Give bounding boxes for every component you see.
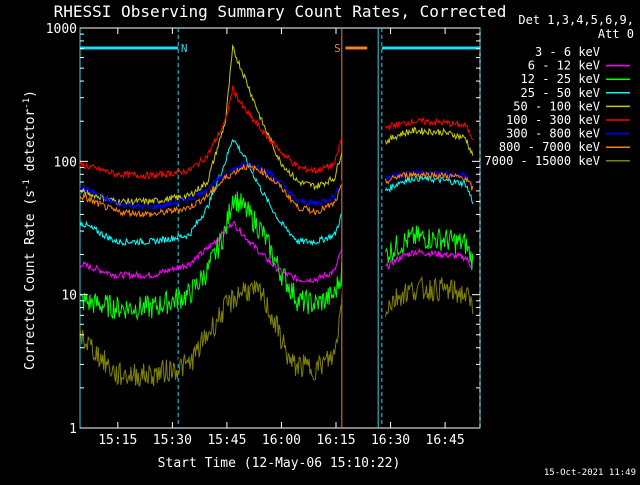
legend-header-line2: Att 0 bbox=[598, 27, 634, 41]
series-50-100-kev-line-2 bbox=[385, 126, 474, 156]
y-axis-label-exp2: -1 bbox=[22, 98, 32, 109]
series-lines bbox=[79, 43, 474, 388]
legend-label-6-12-kev: 6 - 12 keV bbox=[528, 59, 600, 73]
y-tick-label-2: 100 bbox=[54, 155, 77, 170]
time-markers bbox=[79, 28, 481, 428]
series-7000-15000-kev-line bbox=[79, 280, 343, 388]
y-axis-ticks: 1 10 100 1000 bbox=[46, 22, 480, 437]
series-6-12-kev-line bbox=[79, 221, 343, 284]
y-axis-label-main: Corrected Count Rate (s bbox=[23, 190, 38, 370]
legend-label-300-800-kev: 300 - 800 keV bbox=[506, 127, 600, 141]
legend-label-100-300-kev: 100 - 300 keV bbox=[506, 113, 600, 127]
series-12-25-kev-line bbox=[79, 191, 343, 321]
x-tick-label-3: 16:00 bbox=[262, 433, 301, 448]
x-tick-label-4: 16:15 bbox=[316, 433, 355, 448]
x-axis-ticks: 15:15 15:30 15:45 16:00 16:15 16:30 16:45 bbox=[98, 28, 465, 448]
x-tick-label-6: 16:45 bbox=[426, 433, 465, 448]
series-50-100-kev-line bbox=[79, 43, 343, 207]
legend-label-3-6-kev: 3 - 6 keV bbox=[535, 45, 600, 59]
chart-title: RHESSI Observing Summary Count Rates, Co… bbox=[54, 2, 507, 21]
y-tick-label-0: 1 bbox=[69, 422, 77, 437]
legend-label-800-7000-kev: 800 - 7000 keV bbox=[499, 140, 600, 154]
series-25-50-kev-line-2 bbox=[385, 173, 474, 205]
series-25-50-kev-line bbox=[79, 138, 343, 247]
y-tick-label-1: 10 bbox=[61, 289, 77, 304]
timestamp: 15-Oct-2021 11:49 bbox=[544, 468, 636, 478]
x-tick-label-1: 15:30 bbox=[153, 433, 192, 448]
series-800-7000-kev-line-2 bbox=[385, 170, 474, 191]
y-axis-label: Corrected Count Rate (s-1 detector-1) bbox=[22, 90, 38, 370]
y-axis-label-mid: detector bbox=[23, 109, 38, 180]
flag-label-1: S bbox=[334, 42, 341, 55]
y-tick-label-3: 1000 bbox=[46, 22, 77, 37]
series-12-25-kev-line-2 bbox=[385, 225, 474, 271]
legend-label-12-25-kev: 12 - 25 keV bbox=[521, 72, 600, 86]
series-6-12-kev-line-2 bbox=[385, 247, 474, 271]
series-800-7000-kev-line bbox=[79, 163, 343, 218]
x-tick-label-0: 15:15 bbox=[98, 433, 137, 448]
flag-label-0: N bbox=[181, 42, 188, 55]
series-100-300-kev-line-2 bbox=[385, 117, 474, 141]
series-300-800-kev-line bbox=[79, 161, 343, 212]
legend-label-50-100-kev: 50 - 100 keV bbox=[513, 99, 600, 113]
y-axis-label-exp1: -1 bbox=[22, 179, 32, 190]
y-axis-label-end: ) bbox=[23, 90, 38, 98]
series-7000-15000-kev-line-2 bbox=[385, 275, 474, 317]
x-tick-label-2: 15:45 bbox=[207, 433, 246, 448]
x-axis-label: Start Time (12-May-06 15:10:22) bbox=[158, 456, 401, 471]
legend-label-7000-15000-kev: 7000 - 15000 keV bbox=[484, 154, 600, 168]
legend-label-25-50-kev: 25 - 50 keV bbox=[521, 86, 600, 100]
x-tick-label-5: 16:30 bbox=[371, 433, 410, 448]
series-100-300-kev-line bbox=[79, 85, 343, 180]
legend-header-line1: Det 1,3,4,5,6,9, bbox=[518, 13, 634, 27]
